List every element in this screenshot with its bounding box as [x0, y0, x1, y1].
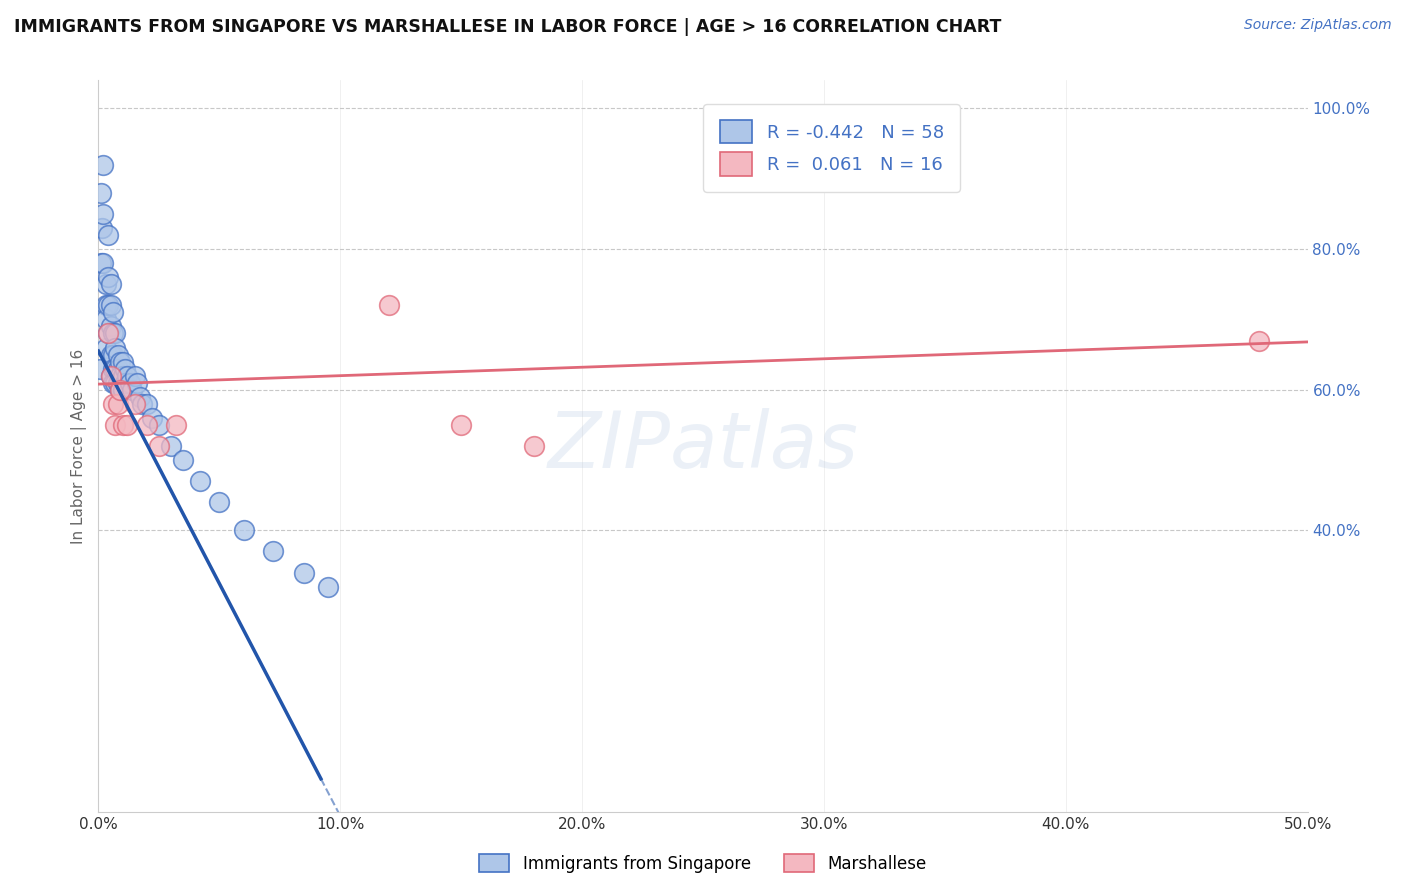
Point [107, 397, 129, 411]
Point [104, 341, 127, 355]
Point [101, 376, 124, 390]
Point [128, 390, 150, 404]
Point [107, 376, 129, 390]
Point [148, 439, 170, 453]
Point [124, 397, 146, 411]
Point [111, 368, 134, 383]
Point [101, 361, 124, 376]
Point [232, 524, 254, 538]
Point [97, 270, 120, 285]
Point [101, 305, 124, 319]
Point [104, 326, 127, 341]
Legend: Immigrants from Singapore, Marshallese: Immigrants from Singapore, Marshallese [472, 847, 934, 880]
Point [100, 348, 122, 362]
Point [135, 397, 157, 411]
Point [131, 397, 153, 411]
Point [107, 361, 129, 376]
Point [101, 397, 124, 411]
Point [94, 312, 117, 326]
Point [104, 361, 127, 376]
Point [523, 439, 546, 453]
Point [111, 354, 134, 368]
Point [91, 256, 114, 270]
Point [100, 368, 122, 383]
Point [316, 580, 339, 594]
Point [114, 361, 136, 376]
Point [208, 495, 231, 509]
Point [104, 417, 127, 432]
Point [91, 221, 114, 235]
Point [148, 417, 170, 432]
Point [104, 376, 127, 390]
Point [100, 277, 122, 292]
Point [121, 383, 143, 397]
Point [101, 348, 124, 362]
Legend: R = -0.442   N = 58, R =  0.061   N = 16: R = -0.442 N = 58, R = 0.061 N = 16 [703, 104, 960, 192]
Point [292, 566, 315, 580]
Point [97, 227, 120, 242]
Point [262, 544, 284, 558]
Point [108, 368, 131, 383]
Point [172, 453, 194, 467]
Point [450, 417, 472, 432]
Point [94, 341, 117, 355]
Point [107, 348, 129, 362]
Point [97, 298, 120, 312]
Point [127, 376, 149, 390]
Point [91, 207, 114, 221]
Point [165, 417, 187, 432]
Point [111, 417, 134, 432]
Point [111, 383, 134, 397]
Point [377, 298, 399, 312]
Point [94, 277, 117, 292]
Point [97, 326, 120, 341]
Point [100, 319, 122, 334]
Point [94, 298, 117, 312]
Text: Source: ZipAtlas.com: Source: ZipAtlas.com [1244, 18, 1392, 32]
Point [124, 368, 146, 383]
Text: ZIP​atlas: ZIP​atlas [547, 408, 859, 484]
Point [117, 417, 139, 432]
Point [90, 256, 112, 270]
Point [160, 439, 183, 453]
Point [1249, 334, 1271, 348]
Point [101, 326, 124, 341]
Y-axis label: In Labor Force | Age > 16: In Labor Force | Age > 16 [72, 349, 87, 543]
Point [114, 376, 136, 390]
Point [89, 361, 111, 376]
Point [135, 417, 157, 432]
Point [100, 298, 122, 312]
Point [108, 383, 131, 397]
Point [118, 376, 141, 390]
Point [141, 410, 163, 425]
Point [97, 326, 120, 341]
Point [90, 186, 112, 200]
Point [108, 354, 131, 368]
Point [91, 158, 114, 172]
Point [188, 474, 211, 488]
Text: IMMIGRANTS FROM SINGAPORE VS MARSHALLESE IN LABOR FORCE | AGE > 16 CORRELATION C: IMMIGRANTS FROM SINGAPORE VS MARSHALLESE… [14, 18, 1001, 36]
Point [117, 368, 139, 383]
Point [100, 368, 122, 383]
Point [108, 383, 131, 397]
